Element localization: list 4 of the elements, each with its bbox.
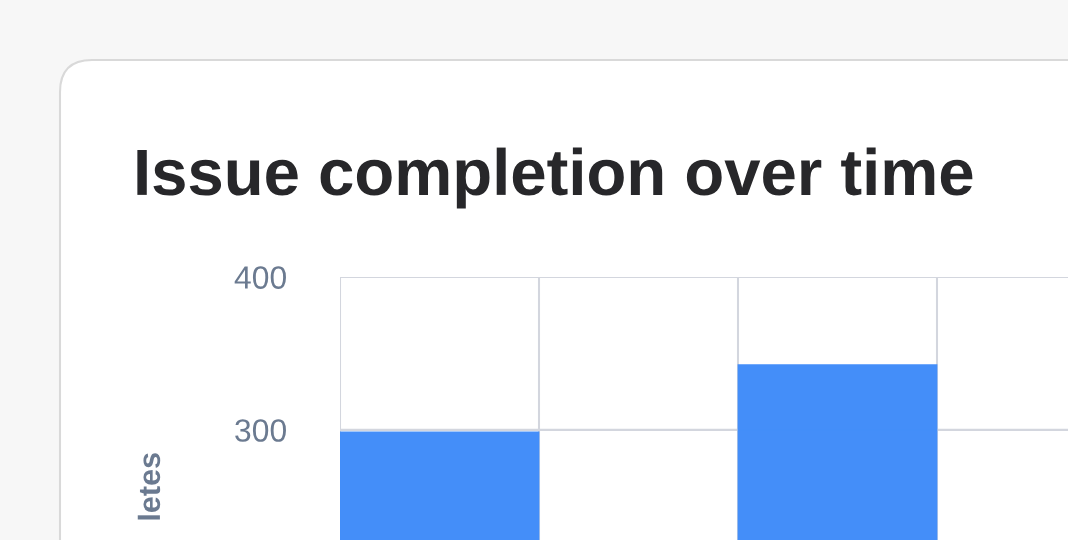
y-tick-label: 400 xyxy=(234,266,286,289)
y-axis-title: letes xyxy=(137,453,161,520)
y-tick-label: 300 xyxy=(235,419,286,442)
chart-title: Issue completion over time xyxy=(137,147,973,209)
